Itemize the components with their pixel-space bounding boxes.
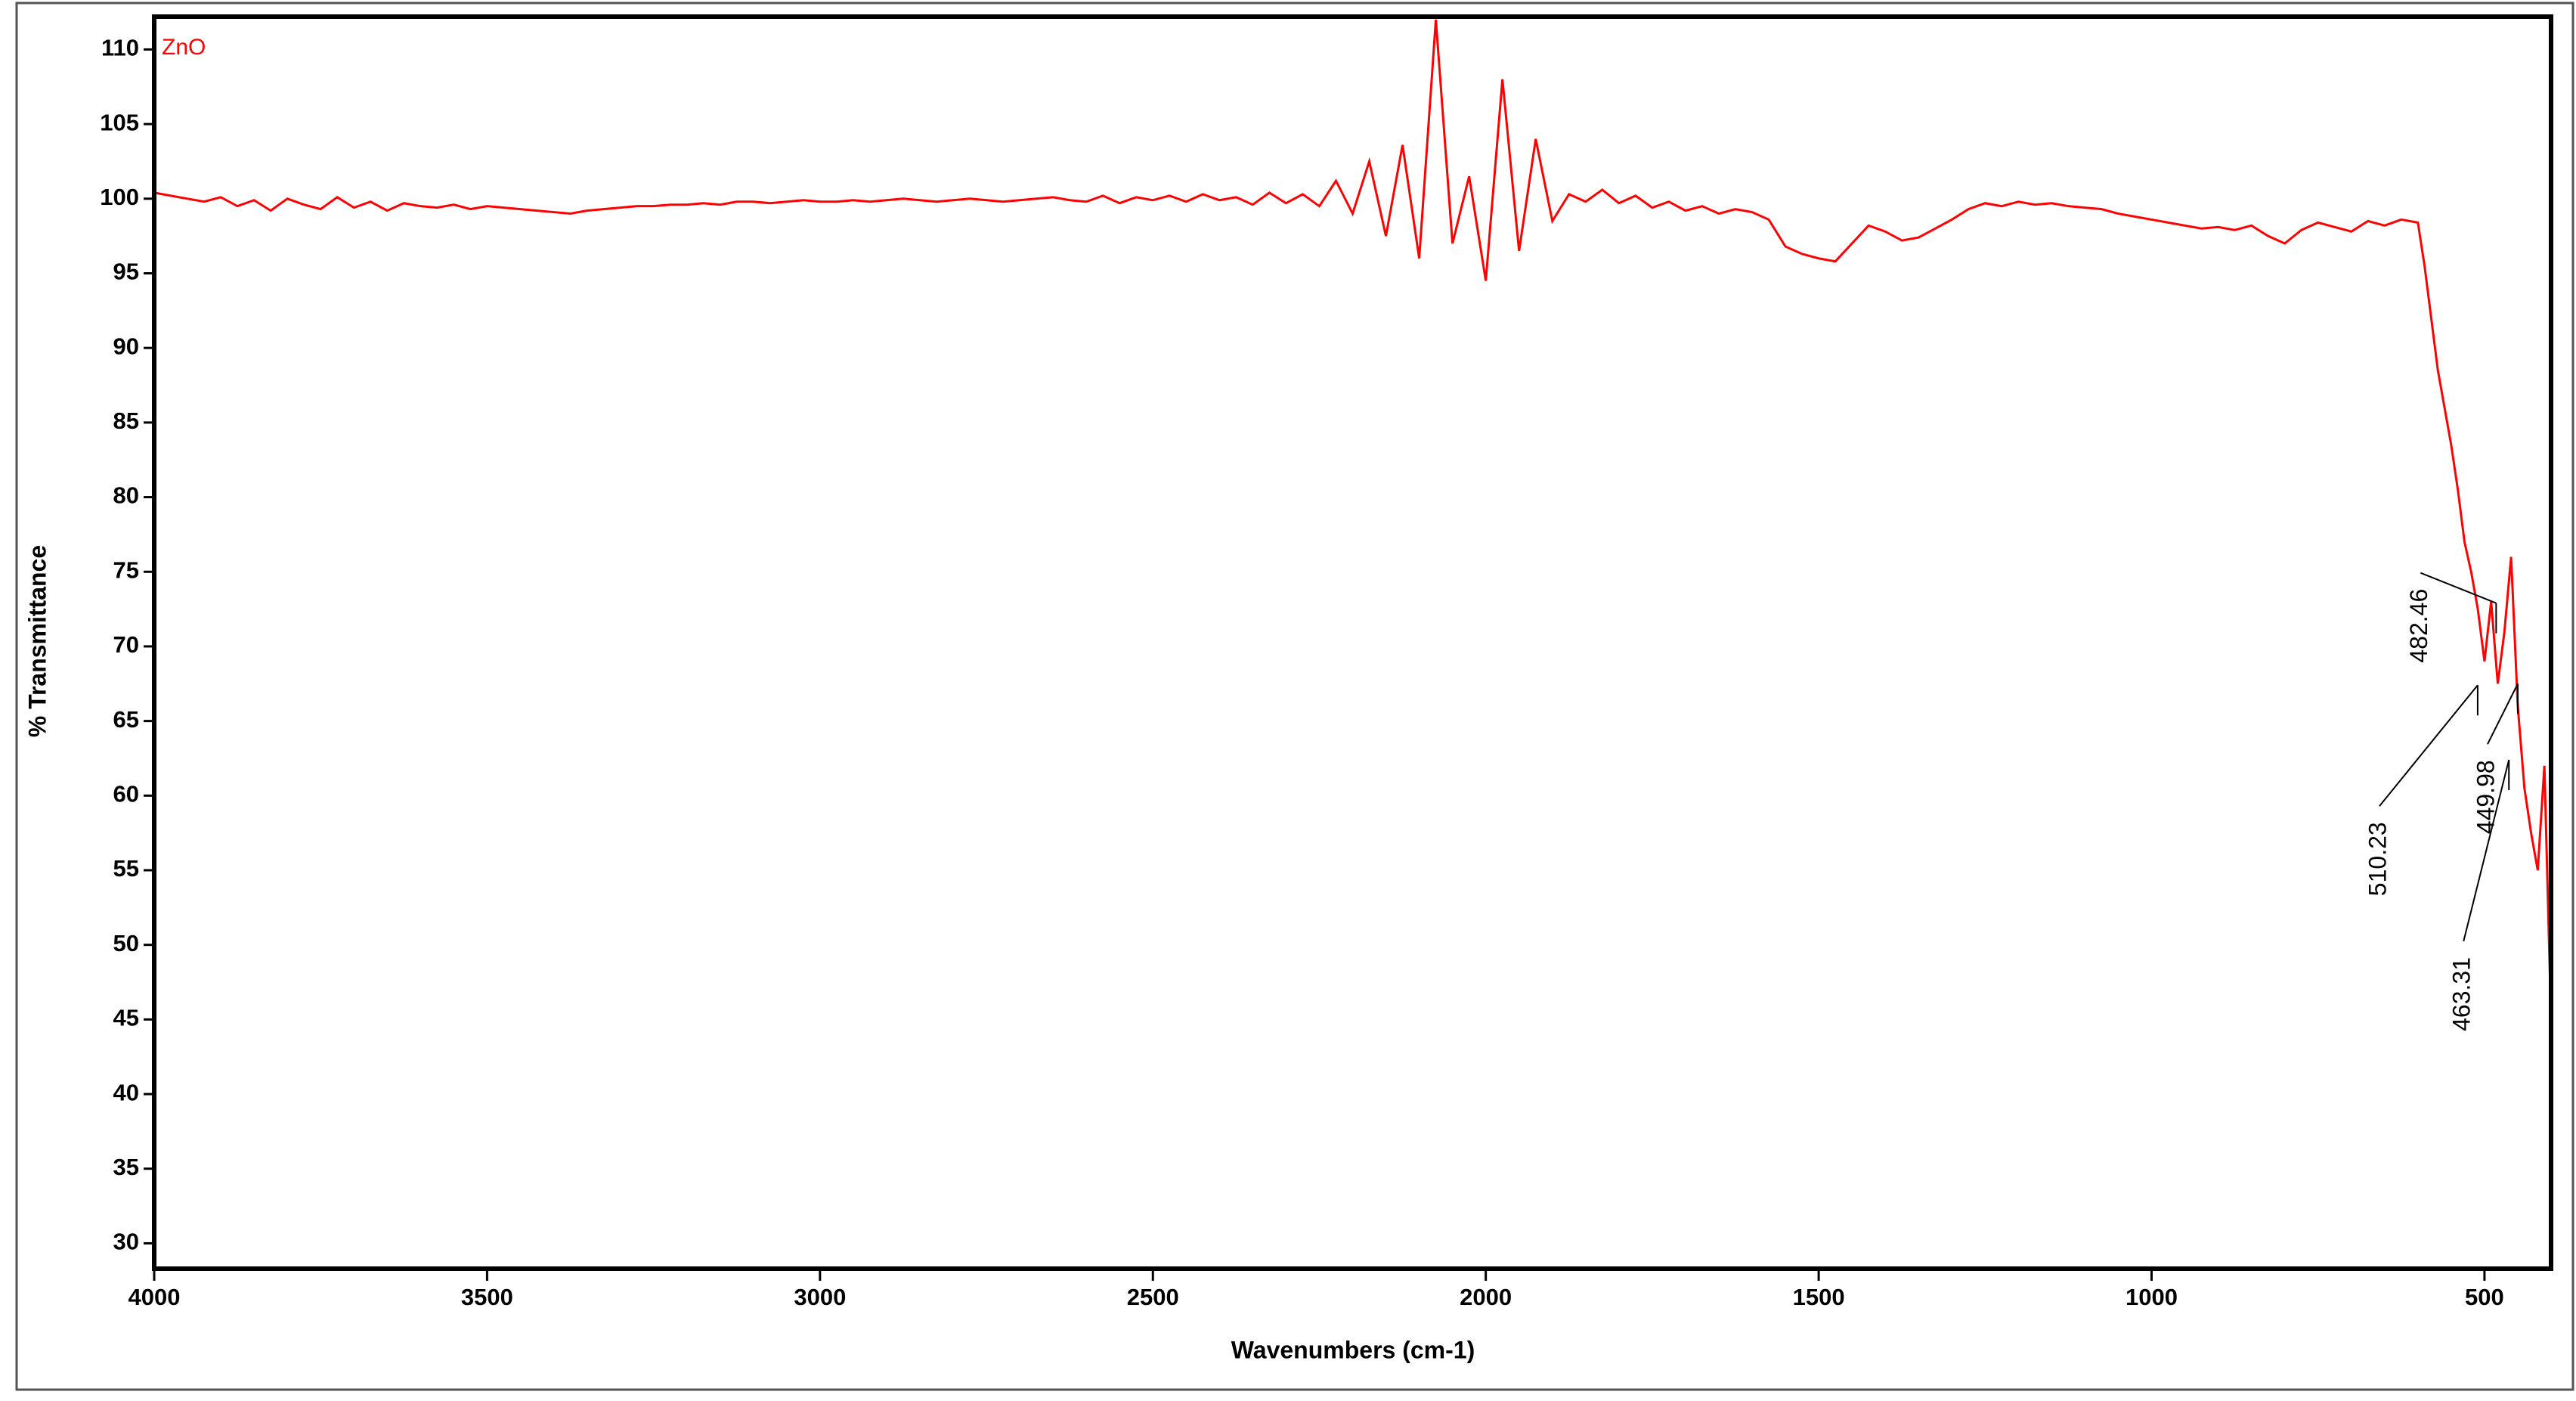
peak-leader xyxy=(2487,683,2519,745)
x-tick-label: 3500 xyxy=(461,1284,513,1310)
spectrum-line xyxy=(154,19,2551,1020)
y-tick-label: 105 xyxy=(100,109,139,135)
outer-frame xyxy=(15,2,2574,1391)
y-tick-label: 100 xyxy=(100,184,139,210)
y-tick-label: 65 xyxy=(113,706,139,733)
peak-leader xyxy=(2379,684,2478,807)
x-tick-label: 4000 xyxy=(128,1284,181,1310)
y-tick-label: 90 xyxy=(113,333,139,359)
y-tick-label: 60 xyxy=(113,780,139,807)
x-tick-label: 2000 xyxy=(1460,1284,1512,1310)
x-axis-title: Wavenumbers (cm-1) xyxy=(1231,1336,1475,1363)
y-axis-title: % Transmittance xyxy=(23,545,51,737)
x-tick-label: 3000 xyxy=(794,1284,846,1310)
y-tick-label: 55 xyxy=(113,855,139,882)
y-tick-label: 35 xyxy=(113,1154,139,1180)
y-tick-label: 80 xyxy=(113,482,139,509)
peak-label: 449.98 xyxy=(2472,760,2499,834)
x-tick-label: 500 xyxy=(2465,1284,2504,1310)
y-tick-label: 85 xyxy=(113,408,139,434)
x-tick-label: 2500 xyxy=(1127,1284,1179,1310)
peak-label: 510.23 xyxy=(2364,822,2391,896)
y-tick-label: 110 xyxy=(101,35,139,61)
y-tick-label: 50 xyxy=(113,930,139,956)
x-tick-label: 1000 xyxy=(2126,1284,2178,1310)
y-tick-label: 75 xyxy=(113,556,139,583)
peak-label: 463.31 xyxy=(2448,957,2475,1031)
y-tick-label: 70 xyxy=(113,631,139,658)
y-tick-label: 40 xyxy=(113,1079,139,1105)
peak-leader xyxy=(2463,759,2510,942)
plot-frame xyxy=(152,14,2553,1271)
peak-label: 482.46 xyxy=(2405,589,2432,663)
legend-label: ZnO xyxy=(162,35,206,60)
y-tick-label: 30 xyxy=(113,1229,139,1255)
y-tick-label: 45 xyxy=(113,1005,139,1031)
y-tick-label: 95 xyxy=(113,259,139,285)
x-tick-label: 1500 xyxy=(1793,1284,1845,1310)
peak-leader xyxy=(2420,572,2497,604)
